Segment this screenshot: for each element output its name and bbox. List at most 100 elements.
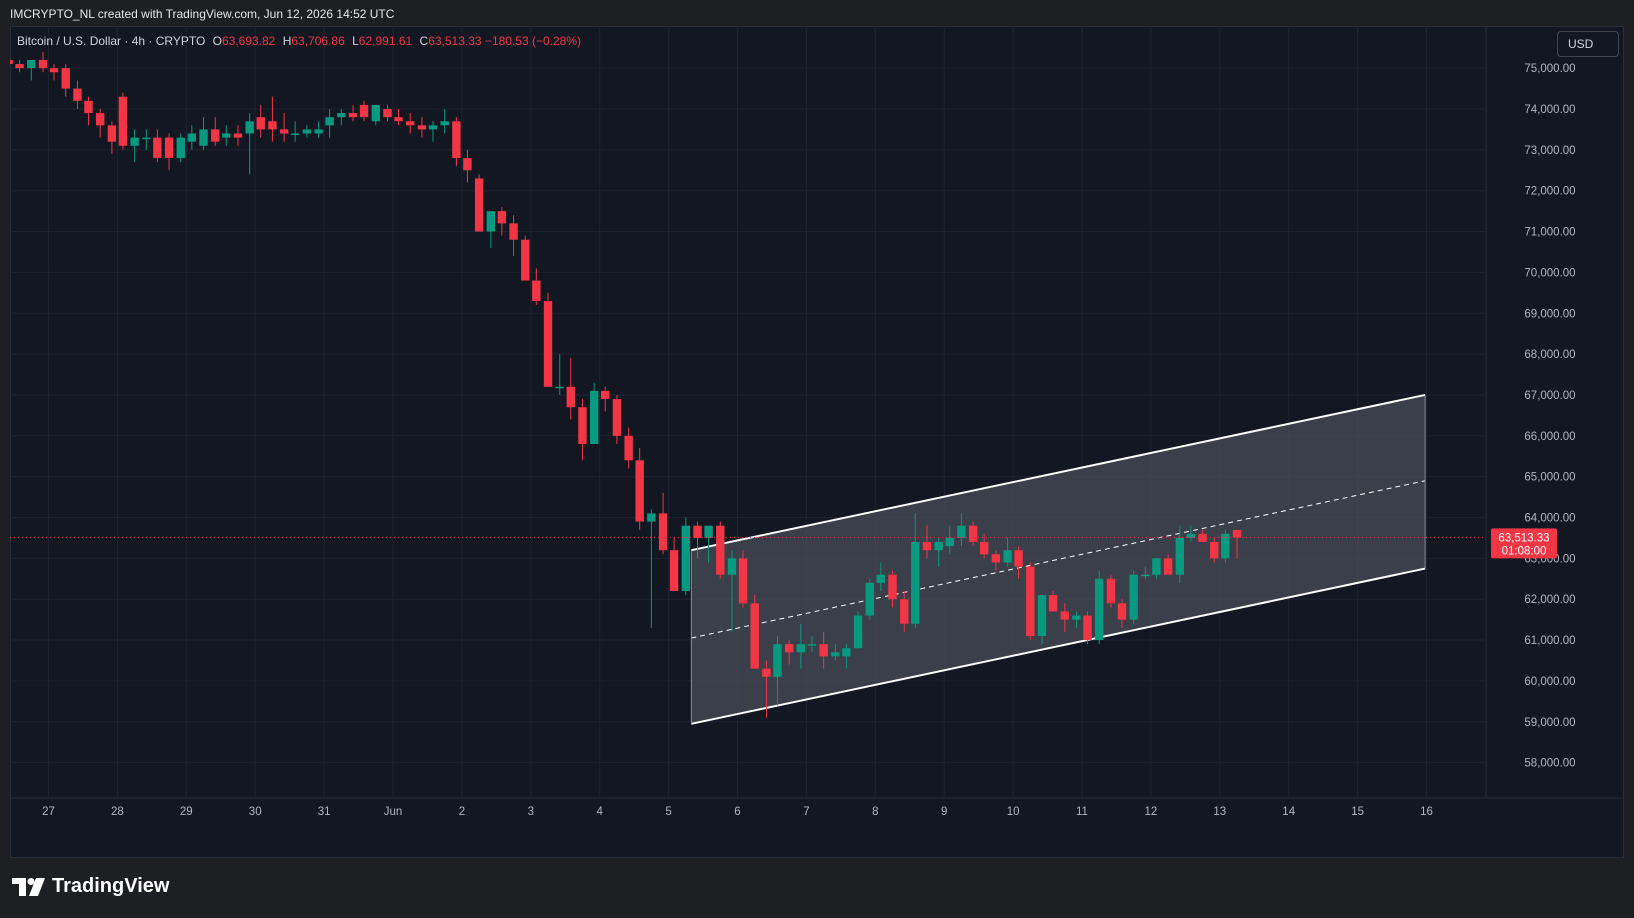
time-tick-label: 3 — [528, 806, 534, 818]
candle — [348, 104, 358, 122]
candle — [1095, 570, 1104, 645]
candle-body — [1175, 537, 1185, 575]
candlestick-chart[interactable]: 58,000.00 59,000.00 60,000.00 61,000.00 62,0… — [10, 26, 1624, 858]
candle-body — [784, 644, 794, 653]
candle-body — [888, 574, 897, 600]
candle-body — [979, 542, 989, 555]
symbol-title[interactable]: Bitcoin / U.S. Dollar · 4h · CRYPTO — [17, 34, 206, 48]
candle-body — [314, 129, 323, 134]
price-tick-label: 71,000.00 — [1524, 227, 1575, 239]
price-tick-label: 74,000.00 — [1524, 104, 1575, 116]
symbol-legend: Bitcoin / U.S. Dollar · 4h · CRYPTO O63,… — [17, 34, 581, 48]
candle — [1026, 562, 1035, 641]
candle-body — [199, 129, 208, 146]
candle — [359, 100, 369, 122]
time-tick-label: 12 — [1145, 806, 1158, 818]
time-tick-label: 30 — [249, 806, 262, 818]
candle — [1014, 546, 1023, 579]
candle — [474, 174, 484, 232]
time-tick-label: 5 — [665, 806, 671, 818]
candle-body — [1141, 574, 1150, 577]
candle — [211, 117, 220, 146]
candle — [1186, 525, 1196, 543]
candle — [279, 113, 289, 142]
candle — [1163, 554, 1173, 575]
candle-body — [601, 390, 610, 400]
chart-caption: IMCRYPTO_NL created with TradingView.com… — [10, 7, 395, 21]
candle — [452, 117, 461, 167]
candle — [1198, 529, 1207, 543]
candle-body — [521, 239, 530, 281]
candle-body — [15, 64, 24, 69]
candle — [383, 104, 392, 122]
candle-body — [359, 104, 369, 118]
candle-body — [290, 133, 300, 136]
candle-body — [612, 399, 622, 436]
candle — [314, 121, 323, 138]
candle-body — [555, 386, 564, 389]
candle-body — [256, 117, 265, 130]
candle-body — [49, 68, 59, 73]
tradingview-logo[interactable]: TradingView — [12, 875, 169, 898]
time-tick-label: Jun — [384, 806, 403, 818]
currency-button[interactable]: USD — [1557, 31, 1619, 57]
time-tick-label: 11 — [1076, 806, 1088, 818]
candle — [796, 623, 806, 669]
candle — [302, 125, 312, 138]
candle — [1117, 599, 1127, 628]
candle — [325, 109, 334, 138]
candle-body — [406, 121, 415, 126]
channel-fill — [691, 394, 1426, 724]
price-tick-label: 60,000.00 — [1524, 676, 1575, 688]
candle — [394, 109, 403, 126]
candle-body — [1072, 615, 1081, 620]
candle-body — [95, 113, 105, 126]
candle-body — [968, 525, 978, 543]
low-value: 62,991.61 — [358, 34, 413, 48]
candle-body — [1060, 611, 1069, 620]
candle-body — [142, 137, 151, 140]
candle — [831, 644, 840, 661]
candle — [1072, 611, 1081, 628]
candle-body — [10, 59, 13, 65]
candle — [164, 133, 174, 171]
candle-body — [738, 558, 748, 604]
candle — [222, 125, 231, 146]
candle-body — [348, 113, 358, 118]
candle-body — [957, 525, 966, 538]
candle — [187, 125, 197, 150]
candle-body — [1014, 550, 1023, 567]
candle — [61, 64, 70, 97]
candle — [1152, 558, 1161, 579]
price-tick-label: 70,000.00 — [1524, 267, 1575, 279]
candle — [612, 394, 622, 444]
candle-body — [704, 525, 713, 538]
open-label: O — [212, 34, 222, 48]
candle-body — [842, 648, 851, 657]
high-value: 63,706.86 — [291, 34, 345, 48]
candle — [245, 113, 254, 175]
candle-body — [1048, 595, 1058, 612]
candle-body — [452, 121, 461, 159]
candle — [486, 211, 496, 248]
candle — [1141, 566, 1150, 579]
candle-body — [750, 603, 759, 669]
time-tick-label: 14 — [1282, 806, 1295, 818]
candle — [509, 215, 518, 257]
candle-body — [440, 121, 449, 126]
bar-countdown: 01:08:00 — [1502, 545, 1547, 557]
candles — [10, 51, 1242, 718]
candle — [107, 121, 117, 154]
candle — [10, 59, 13, 65]
candle-body — [566, 386, 575, 408]
price-axis: 58,000.00 59,000.00 60,000.00 61,000.00 62,0… — [1524, 63, 1575, 769]
candle-body — [934, 542, 943, 551]
parallel-channel — [690, 393, 1426, 725]
candle-body — [716, 525, 725, 575]
candle — [142, 129, 151, 150]
candle — [566, 358, 575, 420]
price-tick-label: 64,000.00 — [1524, 513, 1575, 525]
candle — [578, 399, 587, 461]
candle — [589, 382, 599, 444]
open-value: 63,693.82 — [221, 34, 276, 48]
